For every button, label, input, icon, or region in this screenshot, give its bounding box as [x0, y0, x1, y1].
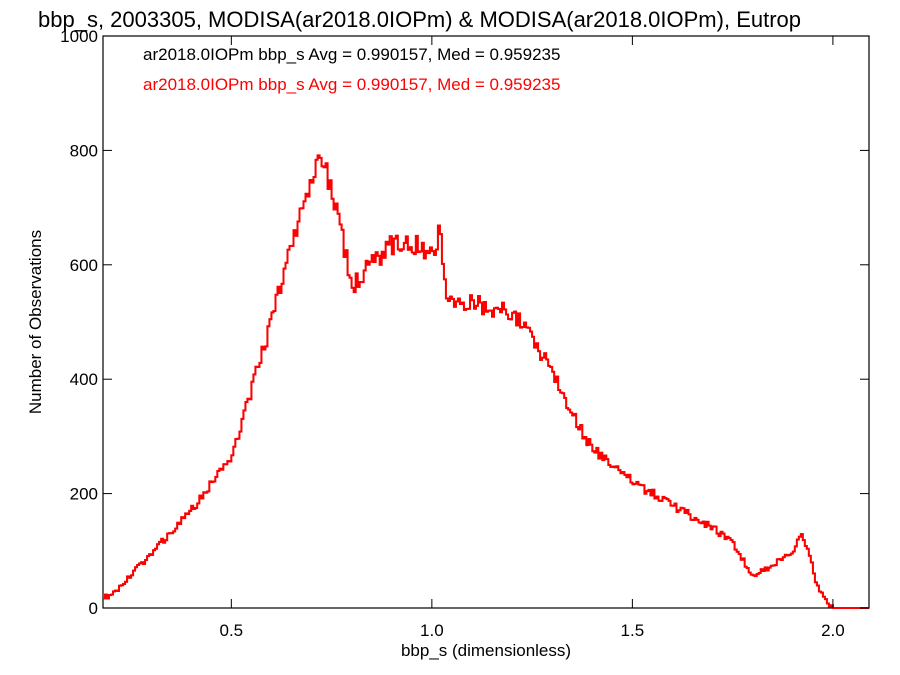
axis-ticks: 0.5 1.0 1.5 2.0 0 200 400 600 800 1000 [60, 27, 869, 640]
y-tick-label: 1000 [60, 27, 98, 46]
y-tick-label: 800 [70, 141, 98, 160]
x-tick-label: 2.0 [821, 621, 845, 640]
y-tick-label: 200 [70, 485, 98, 504]
plot-frame [102, 35, 870, 609]
histogram-series-group [103, 154, 869, 609]
x-axis-label: bbp_s (dimensionless) [401, 641, 571, 660]
x-tick-label: 1.0 [420, 621, 444, 640]
y-axis-label: Number of Observations [26, 230, 45, 414]
y-tick-label: 400 [70, 370, 98, 389]
x-tick-label: 0.5 [220, 621, 244, 640]
y-tick-label: 0 [89, 599, 98, 618]
stats-annotation-red: ar2018.0IOPm bbp_s Avg = 0.990157, Med =… [143, 75, 560, 94]
y-tick-label: 600 [70, 256, 98, 275]
stats-annotation-black: ar2018.0IOPm bbp_s Avg = 0.990157, Med =… [143, 45, 560, 64]
chart-title: bbp_s, 2003305, MODISA(ar2018.0IOPm) & M… [38, 7, 801, 32]
histogram-series-red [103, 154, 869, 609]
x-tick-label: 1.5 [621, 621, 645, 640]
histogram-series-black [103, 154, 869, 609]
